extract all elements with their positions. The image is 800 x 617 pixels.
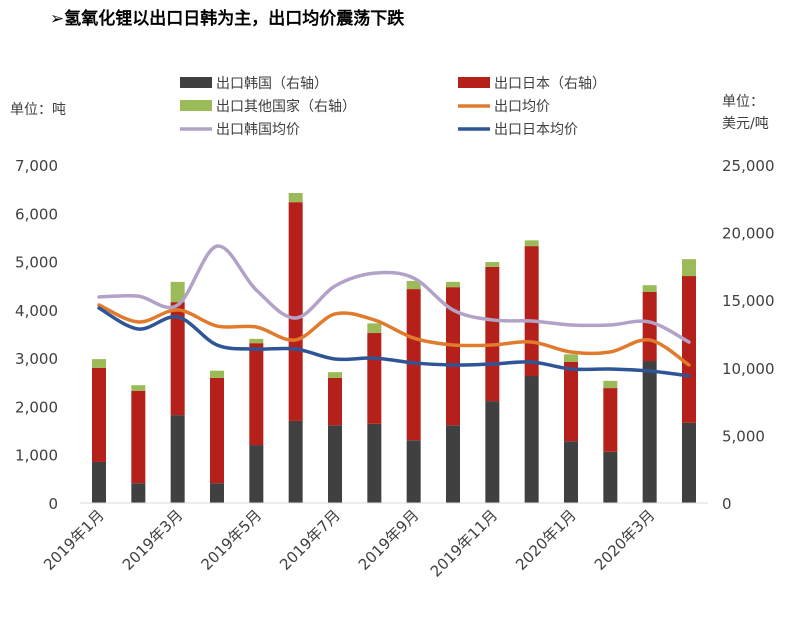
x-tick-label: 2019年3月 — [119, 506, 187, 574]
bar-japan — [210, 377, 224, 484]
bar-other — [682, 259, 696, 277]
bar-japan — [249, 343, 264, 446]
ticks: 0 1,000 2,000 3,000 4,000 5,000 6,000 7,000 0 5,0… — [15, 157, 774, 581]
bar-korea — [249, 445, 264, 503]
bars — [92, 193, 696, 503]
bar-other — [328, 372, 342, 378]
bar-other — [367, 323, 382, 334]
lines — [97, 244, 691, 378]
bar-other — [642, 285, 657, 292]
right-tick-label: 10,000 — [722, 360, 775, 378]
bar-japan — [367, 333, 382, 424]
x-tick-label: 2020年1月 — [512, 506, 580, 574]
left-tick-label: 6,000 — [15, 205, 58, 223]
bar-other — [524, 240, 539, 247]
bar-korea — [642, 361, 657, 503]
bar-other — [170, 281, 185, 303]
legend-swatch — [180, 77, 212, 88]
legend-label: 出口其他国家（右轴） — [216, 98, 356, 115]
bar-japan — [603, 388, 618, 452]
x-tick-label: 2019年1月 — [40, 506, 108, 574]
left-axis-title: 单位：吨 — [10, 102, 66, 118]
x-tick-label: 2019年7月 — [276, 506, 344, 574]
bar-korea — [406, 440, 421, 503]
bar-korea — [564, 441, 578, 503]
left-tick-label: 2,000 — [15, 398, 58, 416]
bar-japan — [328, 377, 342, 426]
bar-japan — [131, 390, 146, 484]
bar-korea — [92, 461, 106, 503]
bar-other — [446, 281, 460, 288]
bar-other — [288, 193, 303, 203]
legend-label: 出口日本均价 — [494, 122, 578, 138]
bar-japan — [485, 266, 500, 402]
bar-korea — [328, 425, 342, 503]
legend-label: 出口均价 — [494, 99, 550, 115]
bar-korea — [603, 451, 618, 503]
bar-japan — [288, 202, 303, 421]
bar-japan — [524, 246, 539, 377]
bar-other — [92, 359, 106, 368]
right-tick-label: 25,000 — [722, 157, 775, 175]
bar-other — [485, 262, 500, 267]
right-tick-label: 5,000 — [722, 427, 765, 445]
left-tick-label: 0 — [48, 495, 58, 513]
legend-label: 出口日本（右轴） — [494, 76, 606, 92]
left-tick-label: 1,000 — [15, 447, 58, 465]
bar-japan — [564, 362, 578, 442]
bar-korea — [131, 483, 146, 503]
right-axis-title-line1: 单位： — [722, 94, 764, 110]
right-tick-label: 15,000 — [722, 292, 775, 310]
right-tick-label: 0 — [722, 495, 732, 513]
bar-other — [603, 380, 618, 389]
bar-other — [210, 370, 224, 378]
legend-swatch — [180, 100, 212, 111]
left-tick-label: 4,000 — [15, 302, 58, 320]
left-tick-label: 5,000 — [15, 254, 58, 272]
bar-other — [249, 338, 264, 344]
bar-korea — [485, 401, 500, 503]
bar-japan — [682, 276, 696, 423]
line-japan-avg-price — [97, 306, 691, 378]
bar-korea — [288, 420, 303, 503]
right-tick-label: 20,000 — [722, 225, 775, 243]
bar-other — [406, 280, 421, 290]
bar-korea — [170, 415, 185, 503]
legend-label: 出口韩国均价 — [216, 122, 300, 138]
bar-japan — [170, 302, 185, 416]
bar-japan — [642, 291, 657, 362]
x-tick-label: 2019年9月 — [355, 506, 423, 574]
legend-label: 出口韩国（右轴） — [216, 76, 328, 92]
x-tick-label: 2019年11月 — [427, 506, 501, 580]
x-tick-label: 2019年5月 — [197, 506, 265, 574]
bar-other — [564, 354, 578, 363]
x-tick-label: 2020年3月 — [591, 506, 659, 574]
bar-korea — [210, 483, 224, 503]
bar-japan — [92, 367, 106, 462]
line-avg-price — [97, 303, 691, 367]
bar-japan — [446, 287, 460, 426]
bar-korea — [446, 425, 460, 503]
bar-korea — [524, 376, 539, 503]
legend-swatch — [458, 77, 490, 88]
line-korea-avg-price — [97, 244, 691, 344]
bar-other — [131, 385, 146, 391]
left-tick-label: 3,000 — [15, 350, 58, 368]
bar-korea — [367, 423, 382, 503]
left-tick-label: 7,000 — [15, 157, 58, 175]
page-title: ➢氢氧化锂以出口日韩为主，出口均价震荡下跌 — [50, 9, 405, 29]
bar-korea — [682, 422, 696, 503]
right-axis-title-line2: 美元/吨 — [722, 116, 769, 132]
